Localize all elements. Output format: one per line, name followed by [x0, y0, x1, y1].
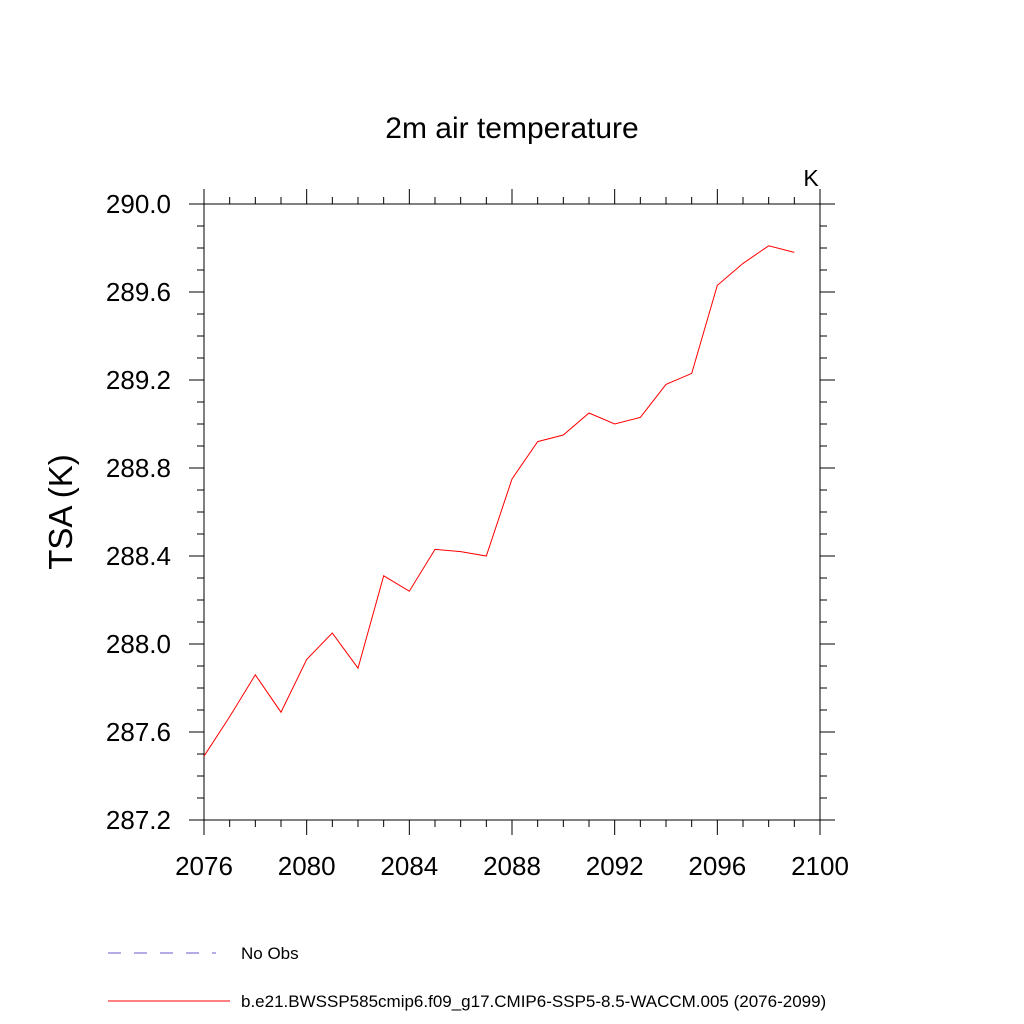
x-tick-label: 2088 [483, 851, 541, 881]
y-tick-label: 287.2 [106, 805, 171, 835]
legend-label-no-obs: No Obs [241, 944, 299, 963]
x-tick-label: 2100 [791, 851, 849, 881]
y-axis-label: TSA (K) [42, 454, 79, 570]
chart-title: 2m air temperature [385, 112, 638, 145]
x-tick-label: 2076 [175, 851, 233, 881]
y-tick-label: 288.8 [106, 453, 171, 483]
y-tick-label: 288.4 [106, 541, 171, 571]
x-tick-label: 2084 [380, 851, 438, 881]
legend-label-ssp585: b.e21.BWSSP585cmip6.f09_g17.CMIP6-SSP5-8… [241, 992, 826, 1011]
units-label: K [803, 165, 819, 191]
y-tick-label: 289.2 [106, 365, 171, 395]
y-tick-label: 290.0 [106, 189, 171, 219]
plot-frame [203, 203, 821, 821]
series-lines [203, 245, 795, 757]
y-tick-label: 287.6 [106, 717, 171, 747]
series-line-0 [203, 245, 795, 757]
y-tick-label: 289.6 [106, 277, 171, 307]
x-tick-label: 2092 [586, 851, 644, 881]
x-tick-label: 2096 [688, 851, 746, 881]
y-tick-label: 288.0 [106, 629, 171, 659]
x-tick-label: 2080 [278, 851, 336, 881]
legend: No Obs b.e21.BWSSP585cmip6.f09_g17.CMIP6… [108, 944, 826, 1011]
axis-ticks: 2076 2080 2084 2088 2092 2096 2100 287.2 287.6 28… [106, 189, 849, 881]
